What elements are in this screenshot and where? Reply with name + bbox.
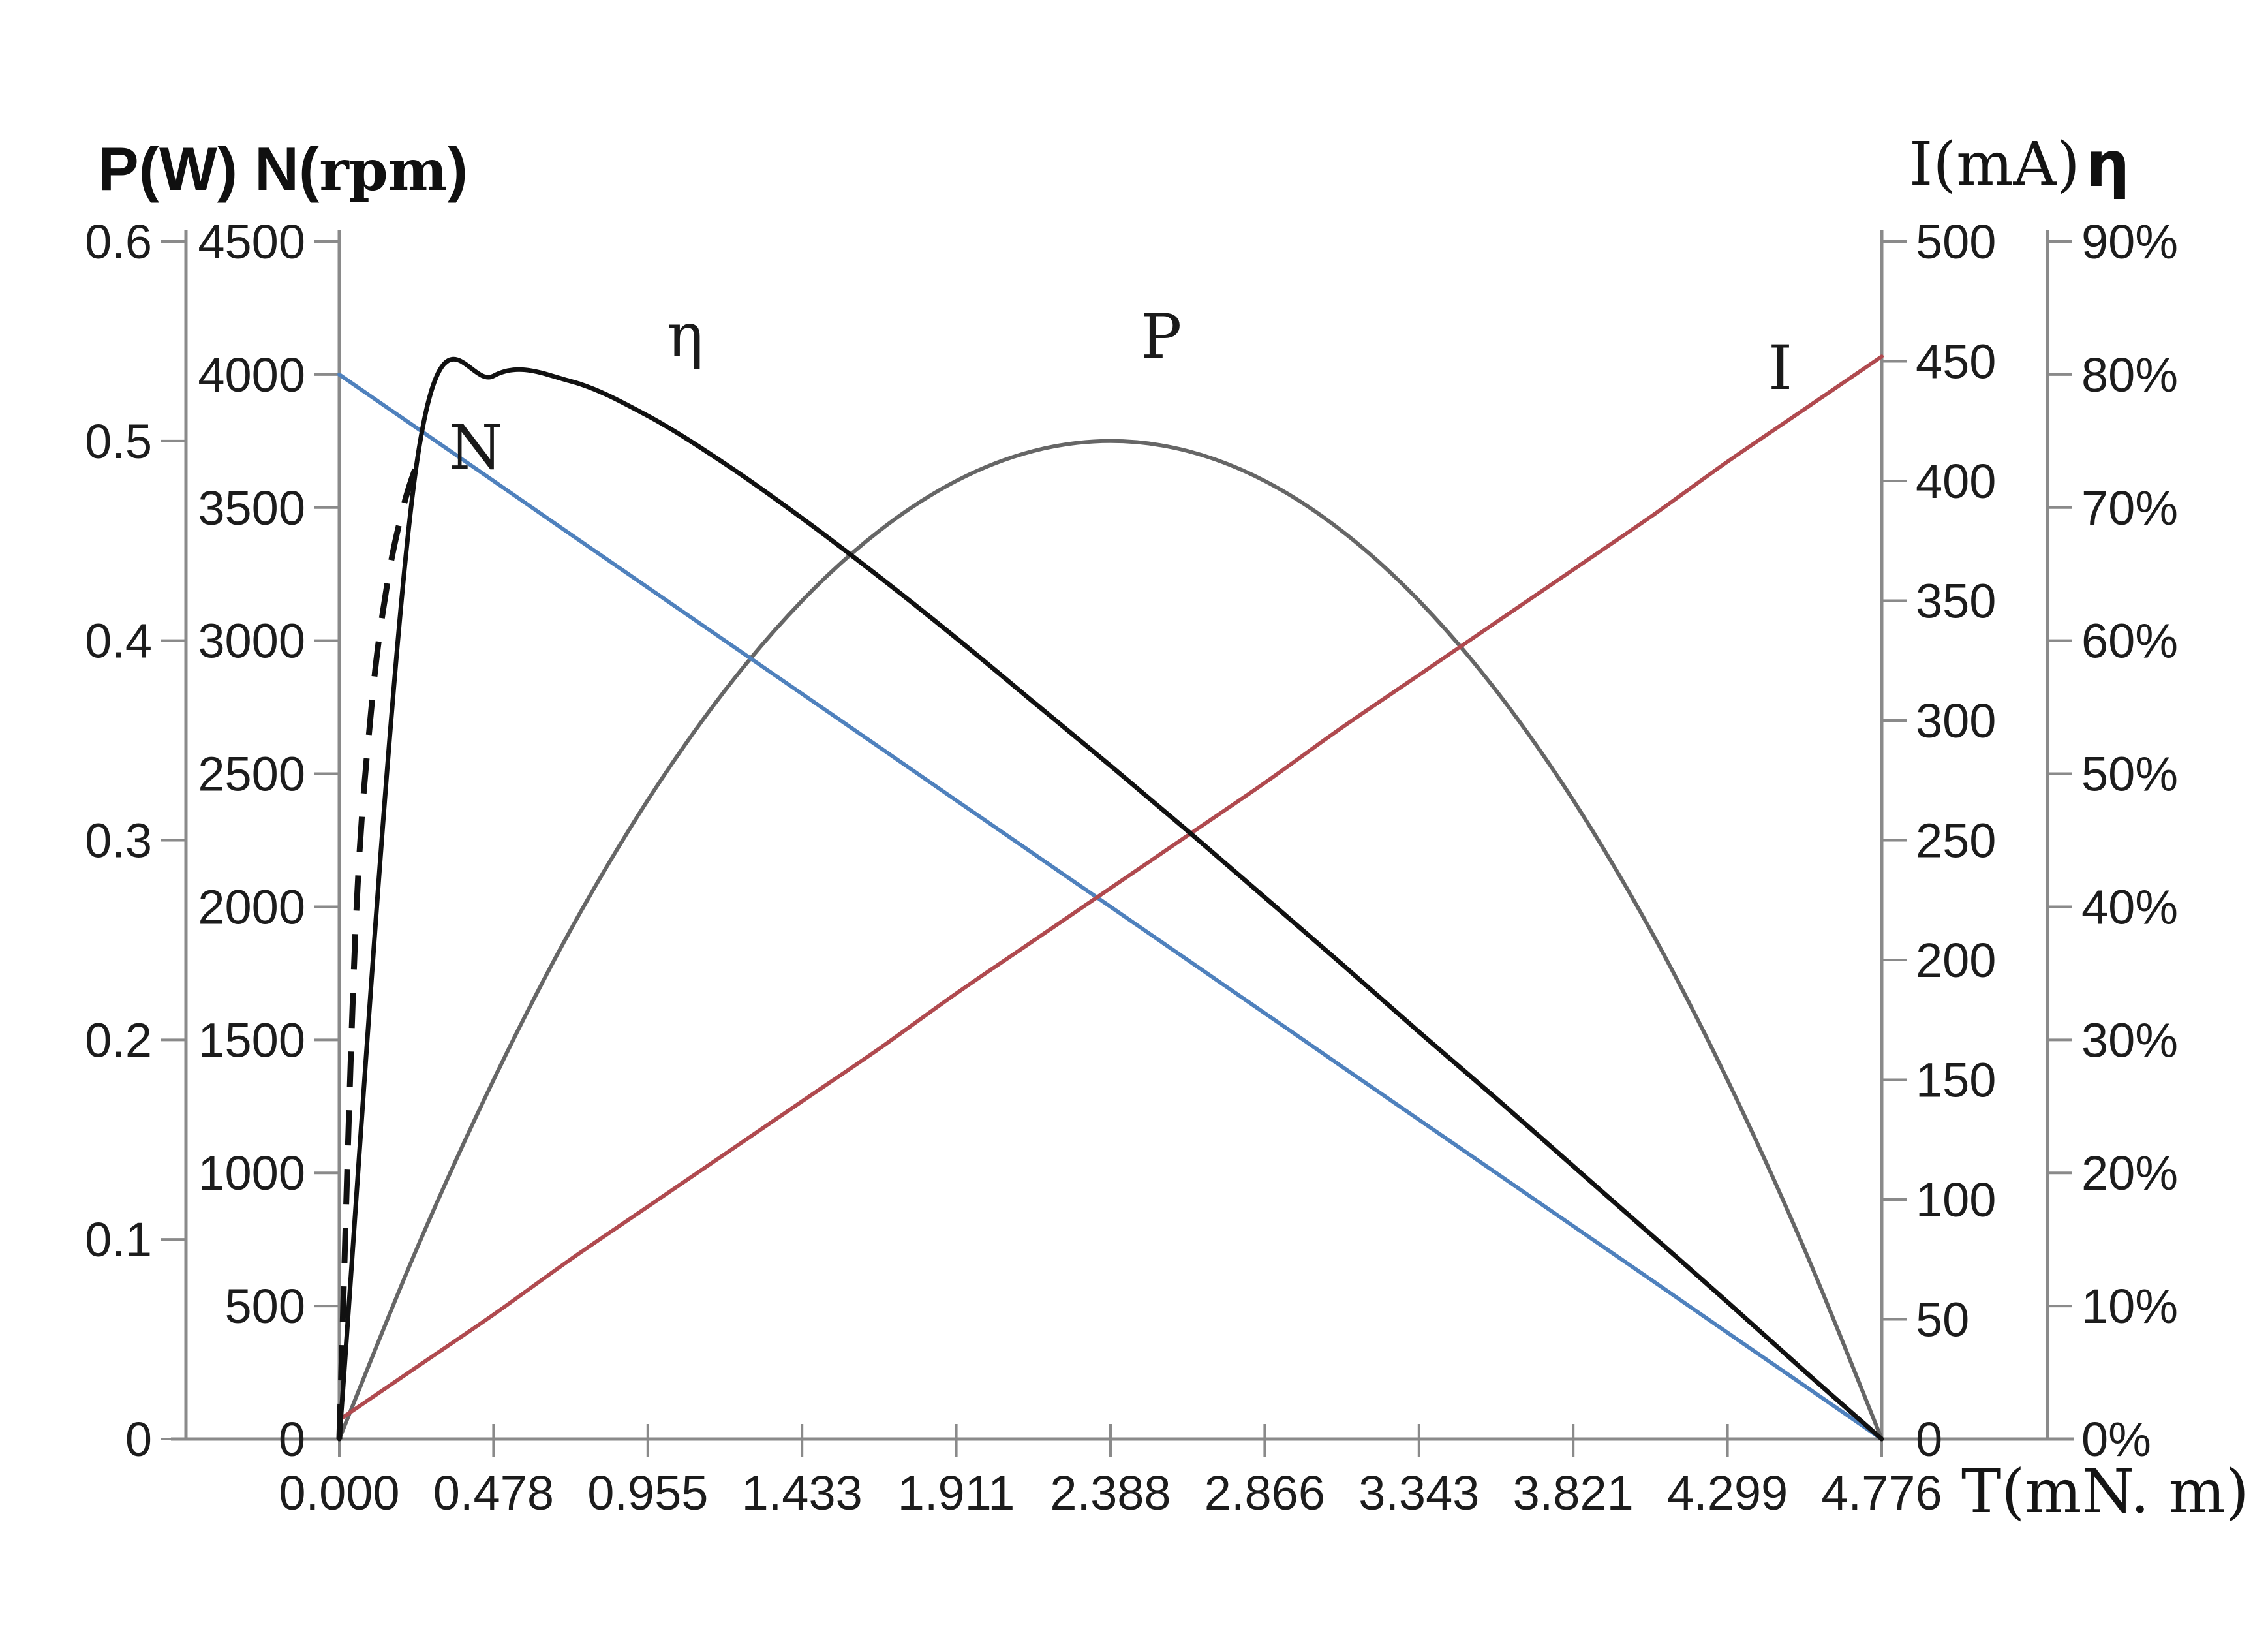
p-axis-tick-label: 0.1 — [85, 1213, 152, 1267]
n-axis-tick-label: 3000 — [198, 614, 305, 668]
n-axis-tick-label: 2500 — [198, 747, 305, 801]
curve-n — [337, 372, 1884, 1441]
i-axis-title: I(mA) — [1909, 129, 2080, 199]
i-axis-tick-label: 150 — [1916, 1053, 1996, 1108]
p-axis-tick-label: 0.6 — [85, 215, 152, 269]
curve-p — [337, 439, 1884, 1441]
eta-axis-title: η — [2085, 128, 2130, 201]
x-axis-tick-label: 0.478 — [433, 1466, 554, 1520]
x-axis-tick-label: 2.866 — [1204, 1466, 1325, 1520]
eta-axis-tick-label: 50% — [2081, 747, 2178, 801]
n-axis-unit: rpm — [319, 138, 448, 204]
i-axis-tick-label: 450 — [1916, 335, 1996, 389]
p-axis-tick-label: 0.2 — [85, 1013, 152, 1067]
n-axis-title-suffix: ) — [447, 134, 468, 203]
p-axis-tick-label: 0.4 — [85, 614, 152, 668]
x-axis-tick-label: 3.821 — [1513, 1466, 1634, 1520]
i-axis-tick-label: 250 — [1916, 814, 1996, 868]
n-axis-tick-label: 1000 — [198, 1146, 305, 1200]
left-axes-title: P(W) N(rpm) — [98, 138, 468, 200]
curve-eta-dashed-lead — [336, 464, 420, 1440]
eta-axis-tick-label: 60% — [2081, 614, 2178, 668]
i-axis-tick-label: 50 — [1916, 1293, 1969, 1347]
x-axis-tick-label: 4.299 — [1667, 1466, 1788, 1520]
eta-axis-tick-label: 70% — [2081, 481, 2178, 535]
n-axis-tick-label: 1500 — [198, 1013, 305, 1067]
eta-axis-tick-label: 0% — [2081, 1412, 2151, 1466]
eta-axis-tick-label: 10% — [2081, 1279, 2178, 1333]
eta-axis-tick-label: 20% — [2081, 1146, 2178, 1200]
i-axis-tick-label: 0 — [1916, 1412, 1942, 1466]
x-axis-tick-label: 1.911 — [898, 1466, 1015, 1520]
n-curve-label: N — [449, 412, 503, 484]
i-axis-tick-label: 400 — [1916, 454, 1996, 508]
p-axis-tick-label: 0 — [125, 1412, 152, 1466]
i-curve-label: I — [1768, 333, 1793, 404]
p-axis-title: P(W) — [98, 134, 238, 203]
i-axis-tick-label: 300 — [1916, 694, 1996, 748]
x-axis-tick-label: 2.388 — [1050, 1466, 1171, 1520]
eta-axis-tick-label: 80% — [2081, 348, 2178, 402]
n-axis-tick-label: 500 — [225, 1279, 305, 1333]
curve-i — [337, 354, 1884, 1422]
x-axis-tick-label: 0.000 — [279, 1466, 399, 1520]
eta-axis-tick-label: 30% — [2081, 1013, 2178, 1067]
p-curve-label: P — [1141, 302, 1182, 373]
x-axis-tick-label: 4.776 — [1821, 1466, 1942, 1520]
x-axis-tick-label: 0.955 — [587, 1466, 708, 1520]
i-axis-tick-label: 100 — [1916, 1173, 1996, 1227]
i-axis-tick-label: 200 — [1916, 933, 1996, 987]
n-axis-tick-label: 2000 — [198, 880, 305, 934]
x-axis-tick-label: 1.433 — [742, 1466, 863, 1520]
eta-axis-tick-label: 90% — [2081, 215, 2178, 269]
n-axis-tick-label: 3500 — [198, 481, 305, 535]
x-axis-title: T(mN. m) — [1961, 1457, 2249, 1526]
curve-eta — [337, 356, 1884, 1442]
p-axis-tick-label: 0.3 — [85, 814, 152, 868]
n-axis-tick-label: 4500 — [198, 215, 305, 269]
eta-curve-label: η — [667, 300, 704, 371]
p-axis-tick-label: 0.5 — [85, 414, 152, 469]
n-axis-tick-label: 0 — [279, 1412, 305, 1466]
n-axis-tick-label: 4000 — [198, 348, 305, 402]
i-axis-tick-label: 350 — [1916, 574, 1996, 628]
i-axis-tick-label: 500 — [1916, 215, 1996, 269]
eta-axis-tick-label: 40% — [2081, 880, 2178, 934]
x-axis-tick-label: 3.343 — [1358, 1466, 1479, 1520]
n-axis-title-prefix: N( — [254, 134, 320, 203]
